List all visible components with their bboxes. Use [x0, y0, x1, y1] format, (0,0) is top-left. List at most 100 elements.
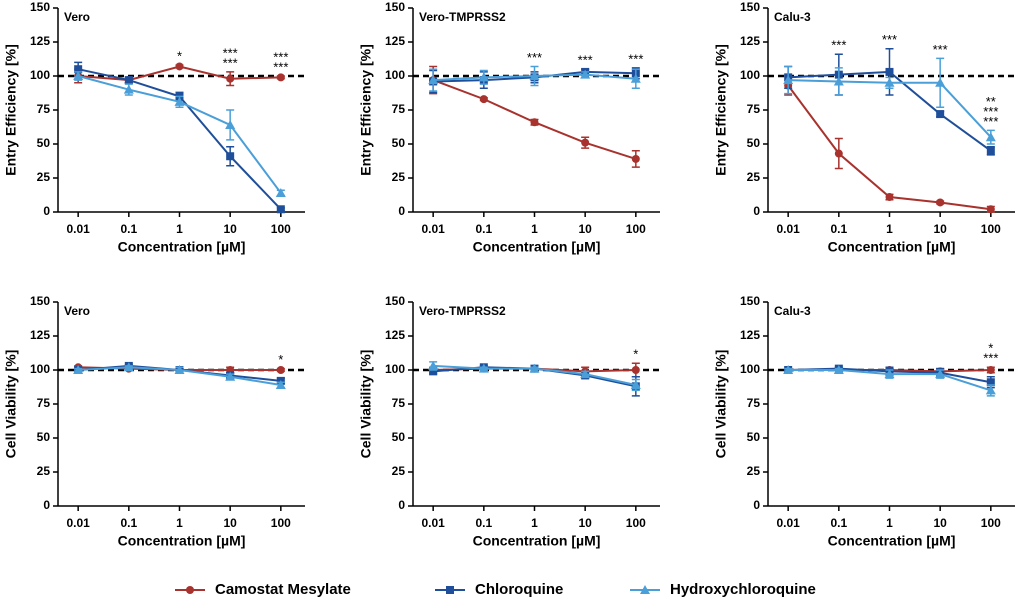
x-axis-title: Concentration [µM]: [473, 533, 601, 549]
marker: [986, 378, 995, 387]
x-tick-label: 0.1: [475, 516, 492, 530]
marker: [783, 75, 794, 85]
marker: [74, 65, 83, 74]
legend-label: Chloroquine: [475, 581, 563, 598]
y-tick-label: 50: [747, 430, 761, 444]
significance: *: [633, 347, 638, 362]
y-tick-label: 75: [37, 102, 51, 116]
y-tick-label: 0: [43, 204, 50, 218]
x-tick-label: 0.1: [475, 222, 492, 236]
marker: [73, 71, 84, 80]
y-tick-label: 125: [385, 328, 405, 342]
y-tick-label: 50: [392, 430, 406, 444]
legend-marker: [446, 586, 454, 594]
y-tick-label: 0: [398, 498, 405, 512]
y-tick-label: 100: [740, 362, 760, 376]
marker: [478, 72, 489, 82]
y-tick-label: 75: [747, 102, 761, 116]
x-tick-label: 10: [223, 222, 237, 236]
y-tick-label: 150: [30, 294, 50, 308]
x-tick-label: 0.01: [776, 222, 800, 236]
x-tick-label: 0.01: [421, 516, 445, 530]
marker: [936, 198, 945, 207]
y-tick-label: 75: [392, 102, 406, 116]
x-tick-label: 0.01: [66, 222, 90, 236]
significance: ***: [933, 42, 948, 57]
x-axis-title: Concentration [µM]: [118, 239, 246, 255]
y-axis-title: Cell Viability [%]: [3, 350, 19, 459]
marker: [580, 69, 591, 79]
y-tick-label: 50: [392, 136, 406, 150]
marker: [478, 363, 489, 373]
y-tick-label: 50: [37, 136, 51, 150]
significance: ***: [831, 38, 846, 53]
y-axis-title: Entry Efficiency [%]: [713, 44, 729, 175]
marker: [275, 187, 286, 197]
y-tick-label: 125: [30, 328, 50, 342]
marker: [73, 365, 84, 374]
x-tick-label: 100: [981, 222, 1001, 236]
x-tick-label: 1: [176, 516, 183, 530]
y-axis-title: Entry Efficiency [%]: [358, 44, 374, 175]
marker: [630, 379, 641, 389]
marker: [123, 84, 134, 94]
marker: [225, 371, 236, 381]
marker: [276, 73, 285, 82]
y-tick-label: 25: [747, 170, 761, 184]
x-tick-label: 1: [531, 222, 538, 236]
series-line: [77, 68, 282, 210]
y-tick-label: 150: [740, 0, 760, 14]
marker: [631, 154, 640, 163]
marker: [276, 366, 285, 374]
marker: [884, 369, 895, 379]
significance: *: [278, 352, 283, 367]
significance: *: [177, 49, 182, 64]
y-tick-label: 50: [37, 430, 51, 444]
x-tick-label: 10: [578, 516, 592, 530]
x-axis-title: Concentration [µM]: [118, 533, 246, 549]
y-tick-label: 0: [398, 204, 405, 218]
legend-marker: [186, 586, 194, 594]
significance: ***: [223, 45, 238, 60]
marker: [833, 365, 844, 374]
y-tick-label: 25: [392, 464, 406, 478]
marker: [986, 366, 995, 374]
marker: [885, 67, 894, 76]
significance: **: [986, 94, 996, 109]
y-tick-label: 100: [30, 68, 50, 82]
marker: [985, 132, 996, 142]
x-tick-label: 0.1: [120, 222, 137, 236]
marker: [581, 138, 590, 147]
y-axis-title: Entry Efficiency [%]: [3, 44, 19, 175]
significance: *: [988, 341, 993, 356]
panel-title: Vero: [64, 10, 90, 24]
x-axis-title: Concentration [µM]: [828, 533, 956, 549]
panel-title: Vero-TMPRSS2: [419, 10, 506, 24]
x-tick-label: 10: [578, 222, 592, 236]
x-tick-label: 10: [223, 516, 237, 530]
marker: [429, 367, 438, 376]
x-tick-label: 0.01: [421, 222, 445, 236]
x-tick-label: 1: [531, 516, 538, 530]
legend-marker: [640, 585, 650, 594]
significance: ***: [628, 51, 643, 66]
y-tick-label: 75: [392, 396, 406, 410]
y-tick-label: 150: [30, 0, 50, 14]
marker: [936, 110, 945, 119]
legend-label: Camostat Mesylate: [215, 581, 351, 598]
x-tick-label: 1: [886, 516, 893, 530]
marker: [226, 74, 235, 83]
marker: [479, 95, 488, 104]
x-tick-label: 10: [933, 516, 947, 530]
marker: [986, 205, 995, 214]
y-tick-label: 100: [385, 68, 405, 82]
y-tick-label: 0: [43, 498, 50, 512]
x-tick-label: 100: [271, 516, 291, 530]
marker: [833, 76, 844, 86]
y-tick-label: 125: [30, 34, 50, 48]
y-tick-label: 75: [747, 396, 761, 410]
panel-title: Calu-3: [774, 304, 811, 318]
marker: [630, 73, 641, 83]
marker: [834, 149, 843, 158]
marker: [428, 360, 439, 370]
